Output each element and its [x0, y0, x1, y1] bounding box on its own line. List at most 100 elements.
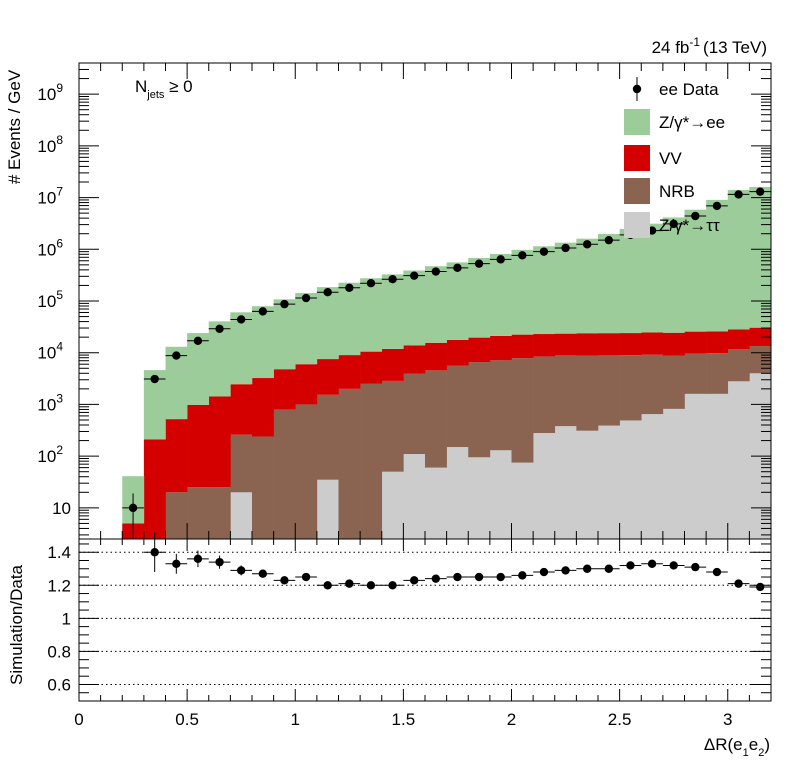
ratio-ytick-label-2: 1: [62, 609, 71, 628]
bar-3-28: [727, 189, 750, 330]
bar-0-18: [511, 462, 534, 539]
bar-2-2: [165, 419, 188, 493]
bar-3-14: [425, 266, 447, 343]
bar-3-8: [295, 292, 318, 365]
ratio-point-17: [518, 571, 527, 580]
bar-3-27: [706, 199, 729, 332]
top-ytick-label-0: 10: [52, 499, 71, 518]
bar-0-17: [489, 450, 512, 539]
bar-2-27: [706, 331, 729, 354]
top-ytick-label-3: 104: [37, 340, 63, 363]
data-point-25: [669, 219, 678, 229]
bar-3-6: [252, 306, 274, 379]
bar-1-3: [187, 487, 210, 539]
bar-1-21: [576, 355, 599, 431]
ratio-point-16: [496, 572, 505, 582]
bar-2-1: [143, 439, 166, 539]
legend: ee Data Z/γ*→ee VV NRB Z/γ*→ττ: [624, 77, 725, 238]
bar-2-10: [338, 355, 361, 389]
bar-2-26: [684, 331, 707, 354]
bar-3-26: [684, 209, 707, 332]
bar-1-4: [208, 487, 231, 539]
ratio-point-5: [258, 569, 268, 578]
bar-2-23: [619, 333, 642, 356]
bar-1-17: [489, 360, 512, 451]
bar-0-20: [554, 426, 577, 539]
bar-3-17: [489, 253, 512, 336]
ratio-point-28: [755, 582, 765, 592]
bar-1-23: [619, 355, 642, 421]
bar-1-15: [446, 365, 469, 448]
ratio-point-23: [647, 559, 657, 568]
bar-1-16: [468, 362, 491, 458]
legend-label-data: ee Data: [659, 80, 719, 99]
bar-3-18: [511, 249, 534, 335]
data-point-0: [128, 503, 138, 513]
data-point-2: [172, 351, 181, 360]
bar-1-5: [230, 434, 253, 493]
bar-0-19: [533, 433, 556, 539]
bar-3-3: [187, 333, 210, 406]
bar-2-7: [273, 369, 296, 410]
bar-0-27: [706, 393, 729, 539]
top-ytick-label-4: 105: [37, 288, 63, 311]
data-point-15: [453, 263, 462, 273]
bar-2-16: [468, 337, 491, 363]
bar-2-29: [749, 327, 772, 346]
legend-data-marker: [632, 84, 642, 94]
top-ytick-label-2: 103: [37, 391, 63, 414]
legend-swatch-2: [624, 178, 650, 204]
bar-2-17: [489, 335, 512, 361]
data-point-5: [236, 315, 246, 324]
bar-0-26: [684, 393, 707, 539]
ratio-point-10: [366, 581, 376, 590]
top-ytick-label-8: 109: [37, 81, 63, 104]
bar-3-13: [403, 270, 426, 346]
lumi-label: 24 fb-1 (13 TeV): [652, 35, 767, 57]
bar-3-1: [143, 370, 166, 440]
bar-1-27: [706, 353, 729, 394]
bar-1-10: [338, 388, 361, 539]
ratio-point-24: [669, 561, 678, 570]
bar-2-9: [316, 359, 339, 395]
bar-1-13: [403, 373, 426, 455]
data-point-12: [388, 274, 397, 284]
bar-3-9: [316, 287, 339, 360]
legend-label-3: Z/γ*→ττ: [659, 216, 720, 235]
bar-2-18: [511, 334, 534, 359]
bar-0-13: [403, 454, 426, 539]
data-point-26: [691, 211, 700, 221]
data-point-20: [561, 243, 570, 253]
legend-swatch-1: [624, 145, 650, 171]
bar-1-12: [381, 380, 404, 472]
top-data-points: [122, 187, 771, 539]
bar-3-20: [554, 242, 577, 334]
bar-3-21: [576, 238, 599, 334]
bar-1-28: [727, 348, 750, 382]
bar-1-6: [252, 436, 274, 539]
top-stacked-bars: [122, 186, 772, 539]
bar-0-14: [425, 467, 447, 539]
bar-1-19: [533, 356, 556, 434]
ratio-point-22: [626, 561, 635, 570]
bar-1-26: [684, 353, 707, 394]
bar-1-29: [749, 345, 772, 374]
legend-label-2: NRB: [659, 182, 695, 201]
top-ytick-label-5: 106: [37, 236, 63, 259]
ratio-ytick-label-4: 1.4: [47, 543, 71, 562]
data-point-16: [474, 259, 484, 268]
bar-2-19: [533, 334, 556, 357]
bar-2-11: [360, 351, 383, 384]
ratio-ytick-label-1: 0.8: [47, 642, 71, 661]
bar-2-5: [230, 384, 253, 435]
data-point-29: [755, 187, 765, 196]
x-tick-label-3: 1.5: [392, 710, 416, 729]
bar-0-25: [662, 408, 685, 539]
bar-1-8: [295, 404, 318, 539]
ratio-ytick-label-0: 0.6: [47, 675, 71, 694]
ratio-point-14: [453, 572, 462, 582]
bar-1-25: [662, 355, 685, 409]
bar-2-13: [403, 345, 426, 374]
bar-2-24: [641, 332, 664, 355]
bar-1-20: [554, 355, 577, 427]
